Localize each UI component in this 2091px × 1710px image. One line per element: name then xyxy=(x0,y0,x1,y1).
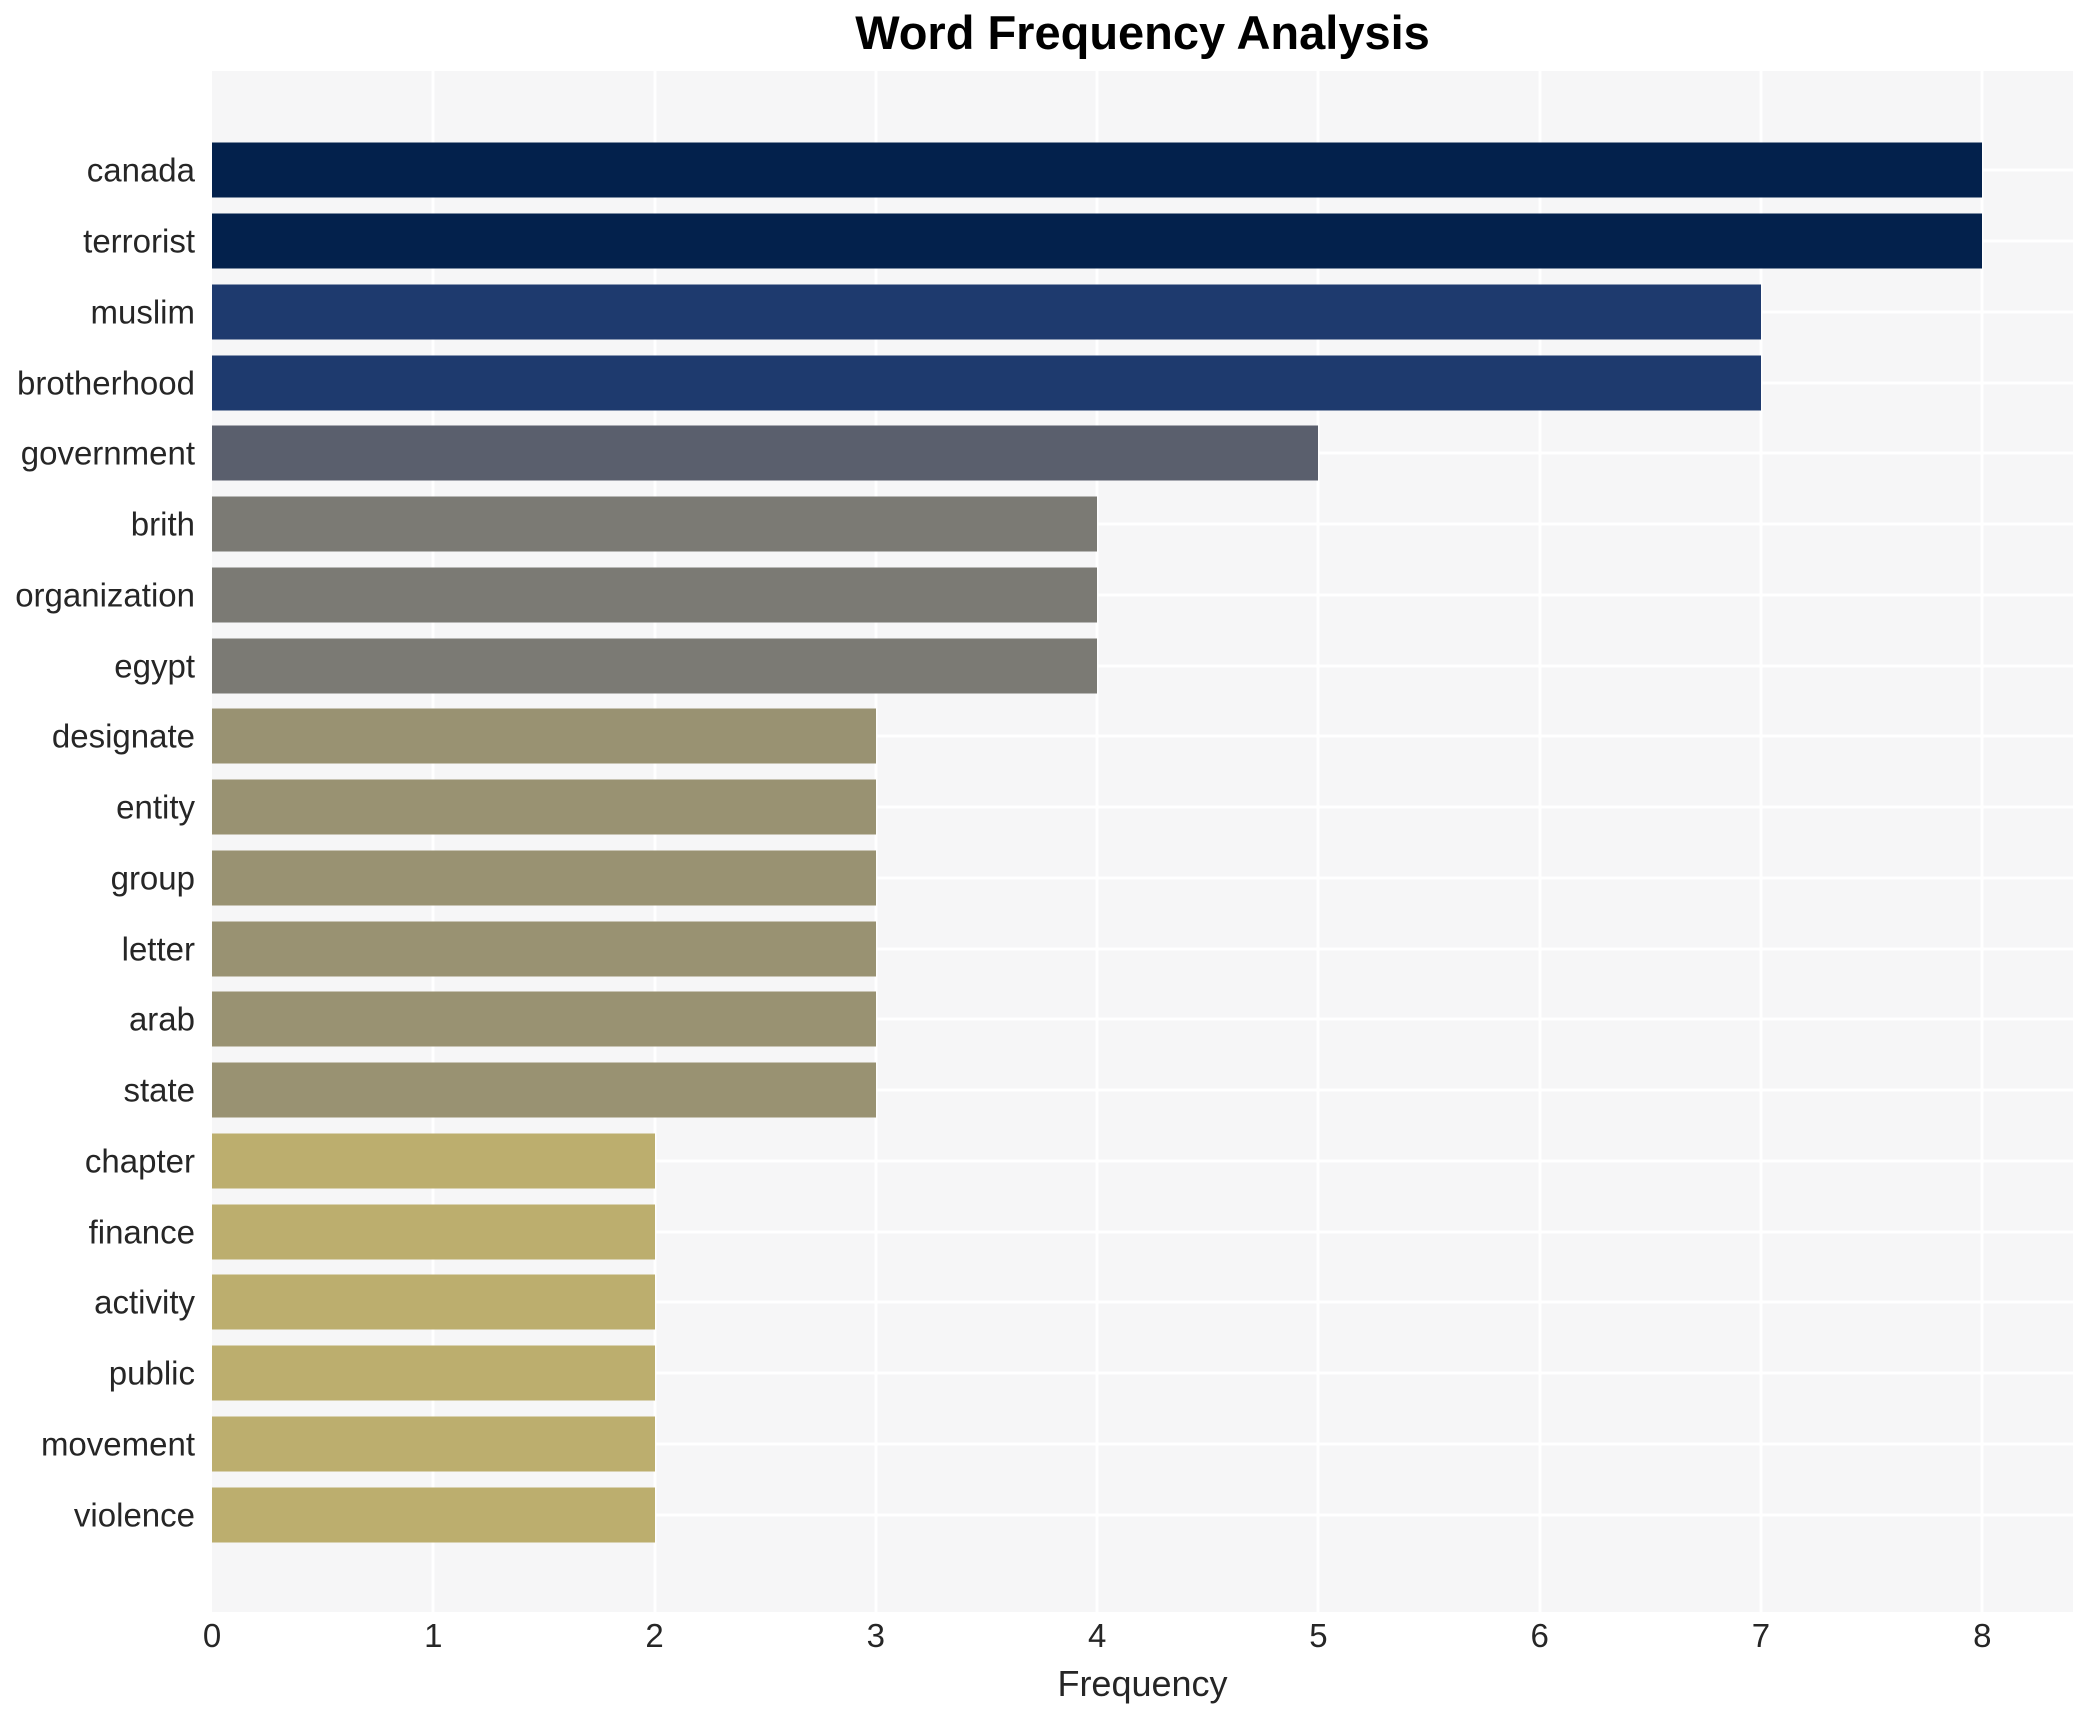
vertical-gridline xyxy=(1759,71,1763,1612)
x-axis-ticks: 0 1 2 3 4 5 6 7 8 xyxy=(203,1617,2073,1662)
y-axis-label: violence xyxy=(73,1496,195,1534)
bar xyxy=(212,496,1098,552)
bar xyxy=(212,1274,655,1330)
y-axis-label: group xyxy=(110,859,195,897)
bar xyxy=(212,213,1983,269)
x-axis-tick-label: 8 xyxy=(1973,1617,1992,1654)
y-axis-label: letter xyxy=(121,930,195,968)
x-axis-tick-label: 2 xyxy=(645,1617,664,1654)
bar xyxy=(212,425,1319,481)
bar xyxy=(212,921,876,977)
bar xyxy=(212,355,1761,411)
horizontal-gridline xyxy=(212,805,2073,809)
horizontal-gridline xyxy=(212,1300,2073,1304)
y-axis-label: activity xyxy=(94,1283,195,1321)
y-axis-label: organization xyxy=(15,576,195,614)
bar xyxy=(212,1062,876,1118)
chart-title: Word Frequency Analysis xyxy=(855,6,1430,59)
bar xyxy=(212,1487,655,1543)
bar xyxy=(212,1133,655,1189)
vertical-gridline xyxy=(653,71,657,1612)
horizontal-gridline xyxy=(212,947,2073,951)
bar-row: government xyxy=(21,418,2073,489)
x-axis-tick-label: 4 xyxy=(1087,1617,1107,1654)
bar xyxy=(212,708,876,764)
bar-row: designate xyxy=(52,701,2073,772)
x-axis-tick-label: 0 xyxy=(202,1617,222,1654)
y-axis-label: muslim xyxy=(90,293,196,331)
horizontal-gridline xyxy=(212,593,2073,597)
x-axis-label: Frequency xyxy=(1057,1663,1228,1704)
bar xyxy=(212,284,1761,340)
horizontal-gridline xyxy=(212,734,2073,738)
bar-row: brith xyxy=(131,489,2073,560)
horizontal-gridline xyxy=(212,1017,2073,1021)
bar xyxy=(212,567,1098,623)
bar-row: chapter xyxy=(85,1126,2073,1197)
bar xyxy=(212,1416,655,1472)
horizontal-gridline xyxy=(212,664,2073,668)
vertical-gridline xyxy=(431,71,435,1612)
y-axis-label: government xyxy=(20,434,195,472)
plot-area: canada terrorist muslim brotherhood governme… xyxy=(15,71,2073,1612)
bar-row: movement xyxy=(41,1409,2073,1480)
bar xyxy=(212,779,876,835)
bar-row: brotherhood xyxy=(17,347,2073,418)
horizontal-gridline xyxy=(212,522,2073,526)
y-axis-label: brith xyxy=(130,505,195,543)
y-axis-label: state xyxy=(123,1071,195,1109)
bar-rows: canada terrorist muslim brotherhood governme… xyxy=(15,71,2073,1612)
bar-row: organization xyxy=(15,560,2073,631)
bar-row: violence xyxy=(74,1479,2073,1550)
vertical-gridline xyxy=(874,71,878,1612)
horizontal-gridline xyxy=(212,1442,2073,1446)
bar-row: public xyxy=(109,1338,2073,1409)
y-axis-label: terrorist xyxy=(83,222,195,260)
bar-row: entity xyxy=(116,772,2073,843)
bar-row: canada xyxy=(87,135,2073,206)
bar-row: arab xyxy=(129,984,2073,1055)
vertical-gridline xyxy=(1095,71,1099,1612)
horizontal-gridline xyxy=(212,1513,2073,1517)
y-axis-label: public xyxy=(108,1354,195,1392)
y-axis-label: chapter xyxy=(84,1142,195,1180)
y-axis-label: designate xyxy=(51,717,195,755)
x-axis-tick-label: 1 xyxy=(424,1617,443,1654)
bar xyxy=(212,638,1098,694)
bar-row: muslim xyxy=(91,277,2073,348)
horizontal-gridline xyxy=(212,1230,2073,1234)
vertical-gridline xyxy=(1316,71,1320,1612)
bar xyxy=(212,991,876,1047)
x-axis-tick-label: 3 xyxy=(866,1617,886,1654)
y-axis-label: brotherhood xyxy=(17,364,195,402)
horizontal-gridline xyxy=(212,1088,2073,1092)
bar-row: finance xyxy=(89,1196,2073,1267)
bar xyxy=(212,1204,655,1260)
horizontal-gridline xyxy=(212,1371,2073,1375)
bar-row: group xyxy=(111,843,2073,914)
bar xyxy=(212,1345,655,1401)
bar-row: state xyxy=(123,1055,2073,1126)
y-axis-label: entity xyxy=(116,788,195,826)
y-axis-label: finance xyxy=(88,1213,195,1251)
vertical-gridline xyxy=(1980,71,1984,1612)
y-axis-label: movement xyxy=(40,1425,195,1463)
horizontal-gridline xyxy=(212,1159,2073,1163)
x-axis-tick-label: 7 xyxy=(1751,1617,1771,1654)
bar xyxy=(212,142,1983,198)
vertical-gridline xyxy=(1538,71,1542,1612)
bar-row: egypt xyxy=(114,630,2073,701)
horizontal-gridline xyxy=(212,876,2073,880)
bar xyxy=(212,850,876,906)
y-axis-label: canada xyxy=(86,151,195,189)
bar-row: terrorist xyxy=(83,206,2073,277)
x-axis-tick-label: 5 xyxy=(1309,1617,1328,1654)
bar-row: letter xyxy=(122,913,2073,984)
bar-row: activity xyxy=(94,1267,2073,1338)
y-axis-label: arab xyxy=(128,1000,195,1038)
x-axis-tick-label: 6 xyxy=(1530,1617,1549,1654)
y-axis-label: egypt xyxy=(114,647,195,685)
